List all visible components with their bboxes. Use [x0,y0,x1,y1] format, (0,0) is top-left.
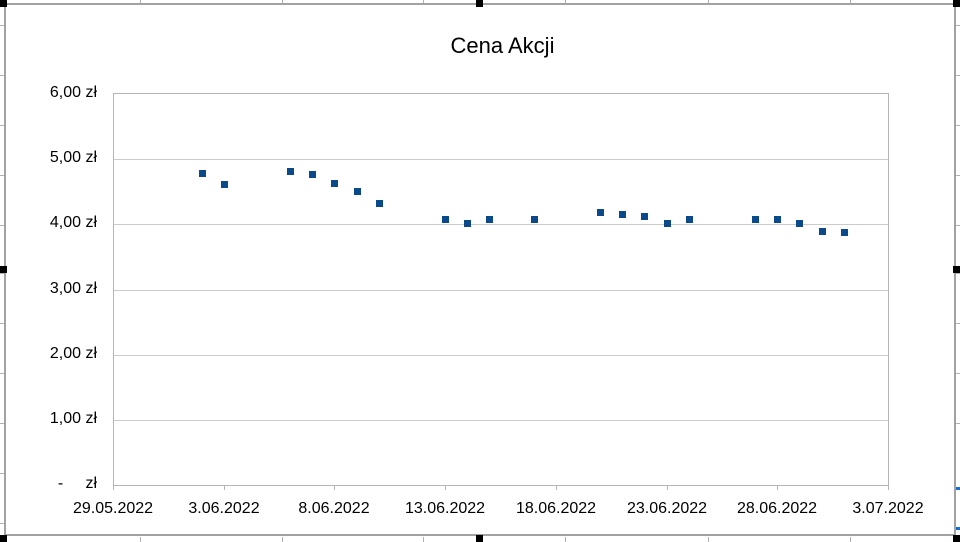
data-point[interactable] [664,220,671,227]
x-axis-tick [667,485,668,490]
y-gridline [114,355,888,356]
data-point[interactable] [331,180,338,187]
grid-row-tick [956,373,960,374]
grid-row-tick [0,75,4,76]
x-axis-label: 3.06.2022 [188,500,260,517]
grid-column-tick [423,537,424,542]
grid-column-tick [565,0,566,3]
y-axis-label: 3,00 zł [49,280,97,297]
grid-row-tick [956,225,960,226]
x-axis-tick [334,485,335,490]
grid-column-tick [423,0,424,3]
grid-row-tick [956,175,960,176]
selection-handle[interactable] [953,0,960,7]
grid-column-tick [708,537,709,542]
y-axis-label: - zł [57,475,97,492]
data-point[interactable] [531,216,538,223]
y-gridline [114,159,888,160]
y-axis-label: 5,00 zł [49,149,97,166]
grid-row-tick [0,423,4,424]
data-point[interactable] [819,228,826,235]
y-gridline [114,420,888,421]
grid-row-tick [956,323,960,324]
x-axis-tick [445,485,446,490]
selection-handle[interactable] [476,0,483,7]
x-axis-label: 28.06.2022 [736,500,818,517]
data-point[interactable] [287,168,294,175]
data-point[interactable] [199,170,206,177]
grid-row-tick [0,373,4,374]
grid-row-tick [956,273,960,274]
grid-row-tick [0,125,4,126]
data-point[interactable] [686,216,693,223]
data-point[interactable] [442,216,449,223]
grid-row-tick [956,125,960,126]
y-axis-label: 2,00 zł [49,345,97,362]
grid-column-tick [282,0,283,3]
x-axis-label: 13.06.2022 [404,500,486,517]
x-axis-label: 3.07.2022 [852,500,924,517]
x-axis-tick [888,485,889,490]
x-axis-tick [777,485,778,490]
data-point[interactable] [309,171,316,178]
grid-column-tick [282,537,283,542]
y-axis-label: 6,00 zł [49,84,97,101]
x-axis-tick [556,485,557,490]
data-point[interactable] [752,216,759,223]
data-point[interactable] [221,181,228,188]
y-axis-label: 4,00 zł [49,214,97,231]
source-range-highlight-tick [956,487,960,490]
grid-row-tick [0,523,4,524]
chart-title: Cena Akcji [450,33,555,58]
selection-handle[interactable] [0,266,7,273]
x-axis-tick [113,485,114,490]
y-axis-label: 1,00 zł [49,410,97,427]
x-axis-label: 18.06.2022 [515,500,597,517]
grid-column-tick [140,537,141,542]
grid-row-tick [956,423,960,424]
data-point[interactable] [486,216,493,223]
grid-column-tick [850,0,851,3]
data-point[interactable] [376,200,383,207]
grid-column-tick [708,0,709,3]
data-point[interactable] [841,229,848,236]
y-gridline [114,224,888,225]
source-range-highlight-tick [956,527,960,530]
selection-handle[interactable] [0,0,7,7]
data-point[interactable] [774,216,781,223]
grid-row-tick [0,273,4,274]
data-point[interactable] [597,209,604,216]
data-point[interactable] [619,211,626,218]
x-axis-label: 8.06.2022 [298,500,370,517]
grid-row-tick [0,323,4,324]
selection-handle[interactable] [0,535,7,542]
selection-handle[interactable] [953,535,960,542]
grid-column-tick [140,0,141,3]
selection-handle[interactable] [953,266,960,273]
grid-column-tick [850,537,851,542]
x-axis-label: 23.06.2022 [626,500,708,517]
grid-column-tick [565,537,566,542]
x-axis-tick [224,485,225,490]
data-point[interactable] [796,220,803,227]
grid-row-tick [956,25,960,26]
y-gridline [114,290,888,291]
data-point[interactable] [464,220,471,227]
grid-row-tick [0,473,4,474]
data-point[interactable] [641,213,648,220]
grid-row-tick [956,75,960,76]
grid-row-tick [0,225,4,226]
plot-area [113,93,889,486]
data-point[interactable] [354,188,361,195]
grid-row-tick [0,175,4,176]
selection-handle[interactable] [476,535,483,542]
grid-row-tick [0,25,4,26]
x-axis-label: 29.05.2022 [72,500,154,517]
